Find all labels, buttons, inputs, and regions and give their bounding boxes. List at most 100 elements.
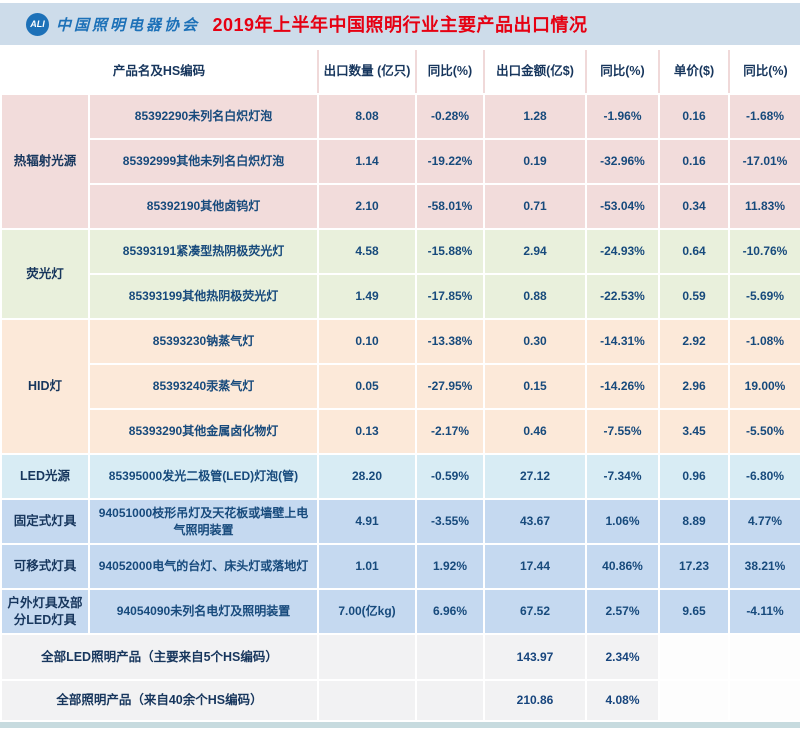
amount-yoy-cell: 2.34% xyxy=(585,633,660,681)
qty-cell: 1.49 xyxy=(317,273,417,320)
price-cell: 0.96 xyxy=(658,453,730,500)
product-name-cell: 85392190其他卤钨灯 xyxy=(88,183,319,230)
qty-cell: 28.20 xyxy=(317,453,417,500)
col-header-amount: 出口金额(亿$) xyxy=(483,50,587,95)
association-logo: ALI 中国照明电器协会 xyxy=(26,3,200,45)
qty-cell: 1.14 xyxy=(317,138,417,185)
price-yoy-cell: -5.69% xyxy=(728,273,800,320)
qty-yoy-cell xyxy=(415,679,485,722)
price-yoy-cell: -6.80% xyxy=(728,453,800,500)
amount-cell: 0.30 xyxy=(483,318,587,365)
amount-cell: 27.12 xyxy=(483,453,587,500)
price-cell: 0.16 xyxy=(658,93,730,140)
table-row: 热辐射光源 85392290未列名白炽灯泡 8.08 -0.28% 1.28 -… xyxy=(0,93,800,230)
amount-cell: 43.67 xyxy=(483,498,587,545)
product-name-cell: 94052000电气的台灯、床头灯或落地灯 xyxy=(88,543,319,590)
amount-cell: 210.86 xyxy=(483,679,587,722)
amount-yoy-cell: -32.96% xyxy=(585,138,660,185)
product-name-cell: 85393240汞蒸气灯 xyxy=(88,363,319,410)
table-row: 85392190其他卤钨灯 2.10 -58.01% 0.71 -53.04% … xyxy=(1,183,800,230)
col-header-price: 单价($) xyxy=(658,50,730,95)
product-name-cell: 85392290未列名白炽灯泡 xyxy=(88,93,319,140)
price-yoy-cell: -5.50% xyxy=(728,408,800,455)
amount-cell: 17.44 xyxy=(483,543,587,590)
price-cell xyxy=(658,633,730,681)
product-name-cell: 94054090未列名电灯及照明装置 xyxy=(88,588,319,635)
qty-cell xyxy=(317,679,417,722)
qty-yoy-cell: -0.28% xyxy=(415,93,485,140)
amount-cell: 143.97 xyxy=(483,633,587,681)
cali-logo-icon: ALI xyxy=(26,12,49,36)
group-label-cell: LED光源 xyxy=(0,453,90,500)
amount-cell: 1.28 xyxy=(483,93,587,140)
price-yoy-cell: 38.21% xyxy=(728,543,800,590)
price-yoy-cell: -4.11% xyxy=(728,588,800,635)
price-yoy-cell: 11.83% xyxy=(728,183,800,230)
qty-cell: 4.91 xyxy=(317,498,417,545)
price-yoy-cell: 19.00% xyxy=(728,363,800,410)
product-name-cell: 85393290其他金属卤化物灯 xyxy=(88,408,319,455)
qty-yoy-cell: -2.17% xyxy=(415,408,485,455)
amount-yoy-cell: 2.57% xyxy=(585,588,660,635)
amount-yoy-cell: -22.53% xyxy=(585,273,660,320)
amount-cell: 0.71 xyxy=(483,183,587,230)
qty-yoy-cell: -17.85% xyxy=(415,273,485,320)
amount-cell: 0.88 xyxy=(483,273,587,320)
qty-yoy-cell: -15.88% xyxy=(415,228,485,275)
amount-cell: 2.94 xyxy=(483,228,587,275)
price-cell: 3.45 xyxy=(658,408,730,455)
qty-cell xyxy=(317,633,417,681)
table-row: 85393290其他金属卤化物灯 0.13 -2.17% 0.46 -7.55%… xyxy=(1,408,800,455)
product-name-cell: 85393230钠蒸气灯 xyxy=(88,318,319,365)
qty-cell: 0.10 xyxy=(317,318,417,365)
product-name-cell: 85393191紧凑型热阴极荧光灯 xyxy=(88,228,319,275)
amount-yoy-cell: 4.08% xyxy=(585,679,660,722)
qty-yoy-cell: -58.01% xyxy=(415,183,485,230)
amount-yoy-cell: 1.06% xyxy=(585,498,660,545)
price-cell xyxy=(658,679,730,722)
qty-yoy-cell: -13.38% xyxy=(415,318,485,365)
table-row: 85392999其他未列名白炽灯泡 1.14 -19.22% 0.19 -32.… xyxy=(1,138,800,185)
price-yoy-cell: -10.76% xyxy=(728,228,800,275)
qty-cell: 0.05 xyxy=(317,363,417,410)
amount-cell: 0.15 xyxy=(483,363,587,410)
amount-yoy-cell: -1.96% xyxy=(585,93,660,140)
price-yoy-cell xyxy=(728,679,800,722)
amount-yoy-cell: -14.26% xyxy=(585,363,660,410)
qty-cell: 2.10 xyxy=(317,183,417,230)
price-cell: 17.23 xyxy=(658,543,730,590)
bottom-strip xyxy=(0,722,800,728)
price-yoy-cell: -1.08% xyxy=(728,318,800,365)
table-row: 荧光灯 85393191紧凑型热阴极荧光灯 4.58 -15.88% 2.94 … xyxy=(0,228,800,320)
export-data-table: 产品名及HS编码 出口数量 (亿只) 同比(%) 出口金额(亿$) 同比(%) … xyxy=(0,50,800,722)
summary-label-cell: 全部LED照明产品（主要来自5个HS编码） xyxy=(0,633,319,681)
page-title: 2019年上半年中国照明行业主要产品出口情况 xyxy=(212,15,588,35)
table-row: 户外灯具及部分LED灯具 94054090未列名电灯及照明装置 7.00(亿kg… xyxy=(0,588,800,635)
summary-row: 全部LED照明产品（主要来自5个HS编码） 143.97 2.34% xyxy=(0,633,800,681)
price-cell: 0.59 xyxy=(658,273,730,320)
group-label-cell: 荧光灯 xyxy=(0,228,90,320)
price-cell: 2.92 xyxy=(658,318,730,365)
qty-cell: 4.58 xyxy=(317,228,417,275)
col-header-product: 产品名及HS编码 xyxy=(1,50,319,95)
amount-cell: 0.46 xyxy=(483,408,587,455)
group-label-cell: 固定式灯具 xyxy=(0,498,90,545)
qty-yoy-cell: 1.92% xyxy=(415,543,485,590)
qty-cell: 0.13 xyxy=(317,408,417,455)
amount-yoy-cell: -7.34% xyxy=(585,453,660,500)
table-row: 85393199其他热阴极荧光灯 1.49 -17.85% 0.88 -22.5… xyxy=(1,273,800,320)
summary-row: 全部照明产品（来自40余个HS编码） 210.86 4.08% xyxy=(0,679,800,722)
price-yoy-cell: -1.68% xyxy=(728,93,800,140)
table-row: HID灯 85393230钠蒸气灯 0.10 -13.38% 0.30 -14.… xyxy=(0,318,800,455)
table-row: LED光源 85395000发光二极管(LED)灯泡(管) 28.20 -0.5… xyxy=(0,453,800,500)
product-name-cell: 85392999其他未列名白炽灯泡 xyxy=(88,138,319,185)
amount-cell: 67.52 xyxy=(483,588,587,635)
group-label-cell: HID灯 xyxy=(0,318,90,455)
title-bar: ALI 中国照明电器协会 2019年上半年中国照明行业主要产品出口情况 xyxy=(0,3,800,45)
qty-yoy-cell: 6.96% xyxy=(415,588,485,635)
price-cell: 9.65 xyxy=(658,588,730,635)
amount-yoy-cell: -53.04% xyxy=(585,183,660,230)
qty-yoy-cell: -3.55% xyxy=(415,498,485,545)
amount-yoy-cell: 40.86% xyxy=(585,543,660,590)
qty-yoy-cell xyxy=(415,633,485,681)
